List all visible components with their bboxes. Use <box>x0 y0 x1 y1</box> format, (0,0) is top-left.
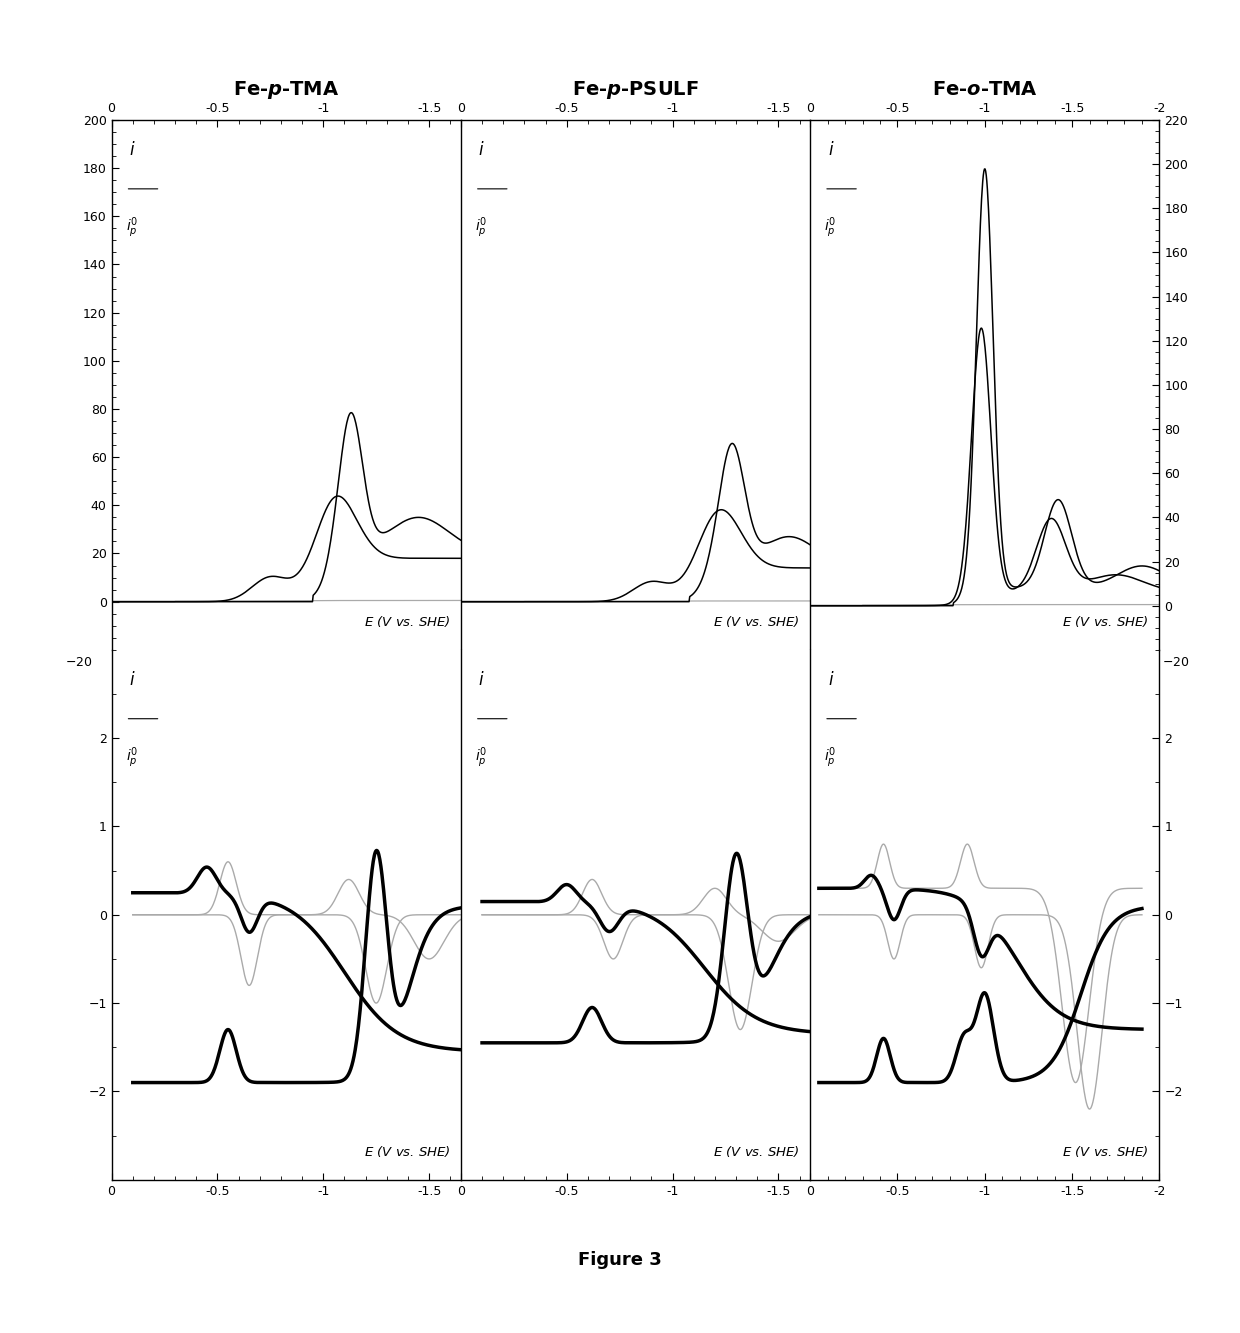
Text: $i$: $i$ <box>479 141 485 159</box>
Text: $i$: $i$ <box>129 670 135 689</box>
Title: Fe-$\bfit{p}$-TMA: Fe-$\bfit{p}$-TMA <box>233 79 340 101</box>
Title: Fe-$\bfit{o}$-TMA: Fe-$\bfit{o}$-TMA <box>931 80 1038 99</box>
Text: $i$: $i$ <box>827 141 835 159</box>
Text: $E$ (V vs. SHE): $E$ (V vs. SHE) <box>363 1144 450 1158</box>
Text: $-20$: $-20$ <box>1162 656 1189 669</box>
Text: $E$ (V vs. SHE): $E$ (V vs. SHE) <box>713 1144 800 1158</box>
Text: Figure 3: Figure 3 <box>578 1250 662 1269</box>
Text: $i_p^0$: $i_p^0$ <box>825 216 837 240</box>
Text: $E$ (V vs. SHE): $E$ (V vs. SHE) <box>713 613 800 629</box>
Text: $E$ (V vs. SHE): $E$ (V vs. SHE) <box>363 613 450 629</box>
Text: $i$: $i$ <box>479 670 485 689</box>
Text: $i$: $i$ <box>827 670 835 689</box>
Text: $i_p^0$: $i_p^0$ <box>475 216 487 240</box>
Text: $E$ (V vs. SHE): $E$ (V vs. SHE) <box>1063 1144 1149 1158</box>
Text: $-20$: $-20$ <box>66 656 93 669</box>
Text: $-3$: $-3$ <box>73 669 93 682</box>
Title: Fe-$\bfit{p}$-PSULF: Fe-$\bfit{p}$-PSULF <box>572 79 699 101</box>
Text: $i_p^0$: $i_p^0$ <box>825 745 837 769</box>
Text: $i_p^0$: $i_p^0$ <box>125 745 138 769</box>
Text: $i$: $i$ <box>129 141 135 159</box>
Text: $i_p^0$: $i_p^0$ <box>475 745 487 769</box>
Text: $E$ (V vs. SHE): $E$ (V vs. SHE) <box>1063 613 1149 629</box>
Text: $i_p^0$: $i_p^0$ <box>125 216 138 240</box>
